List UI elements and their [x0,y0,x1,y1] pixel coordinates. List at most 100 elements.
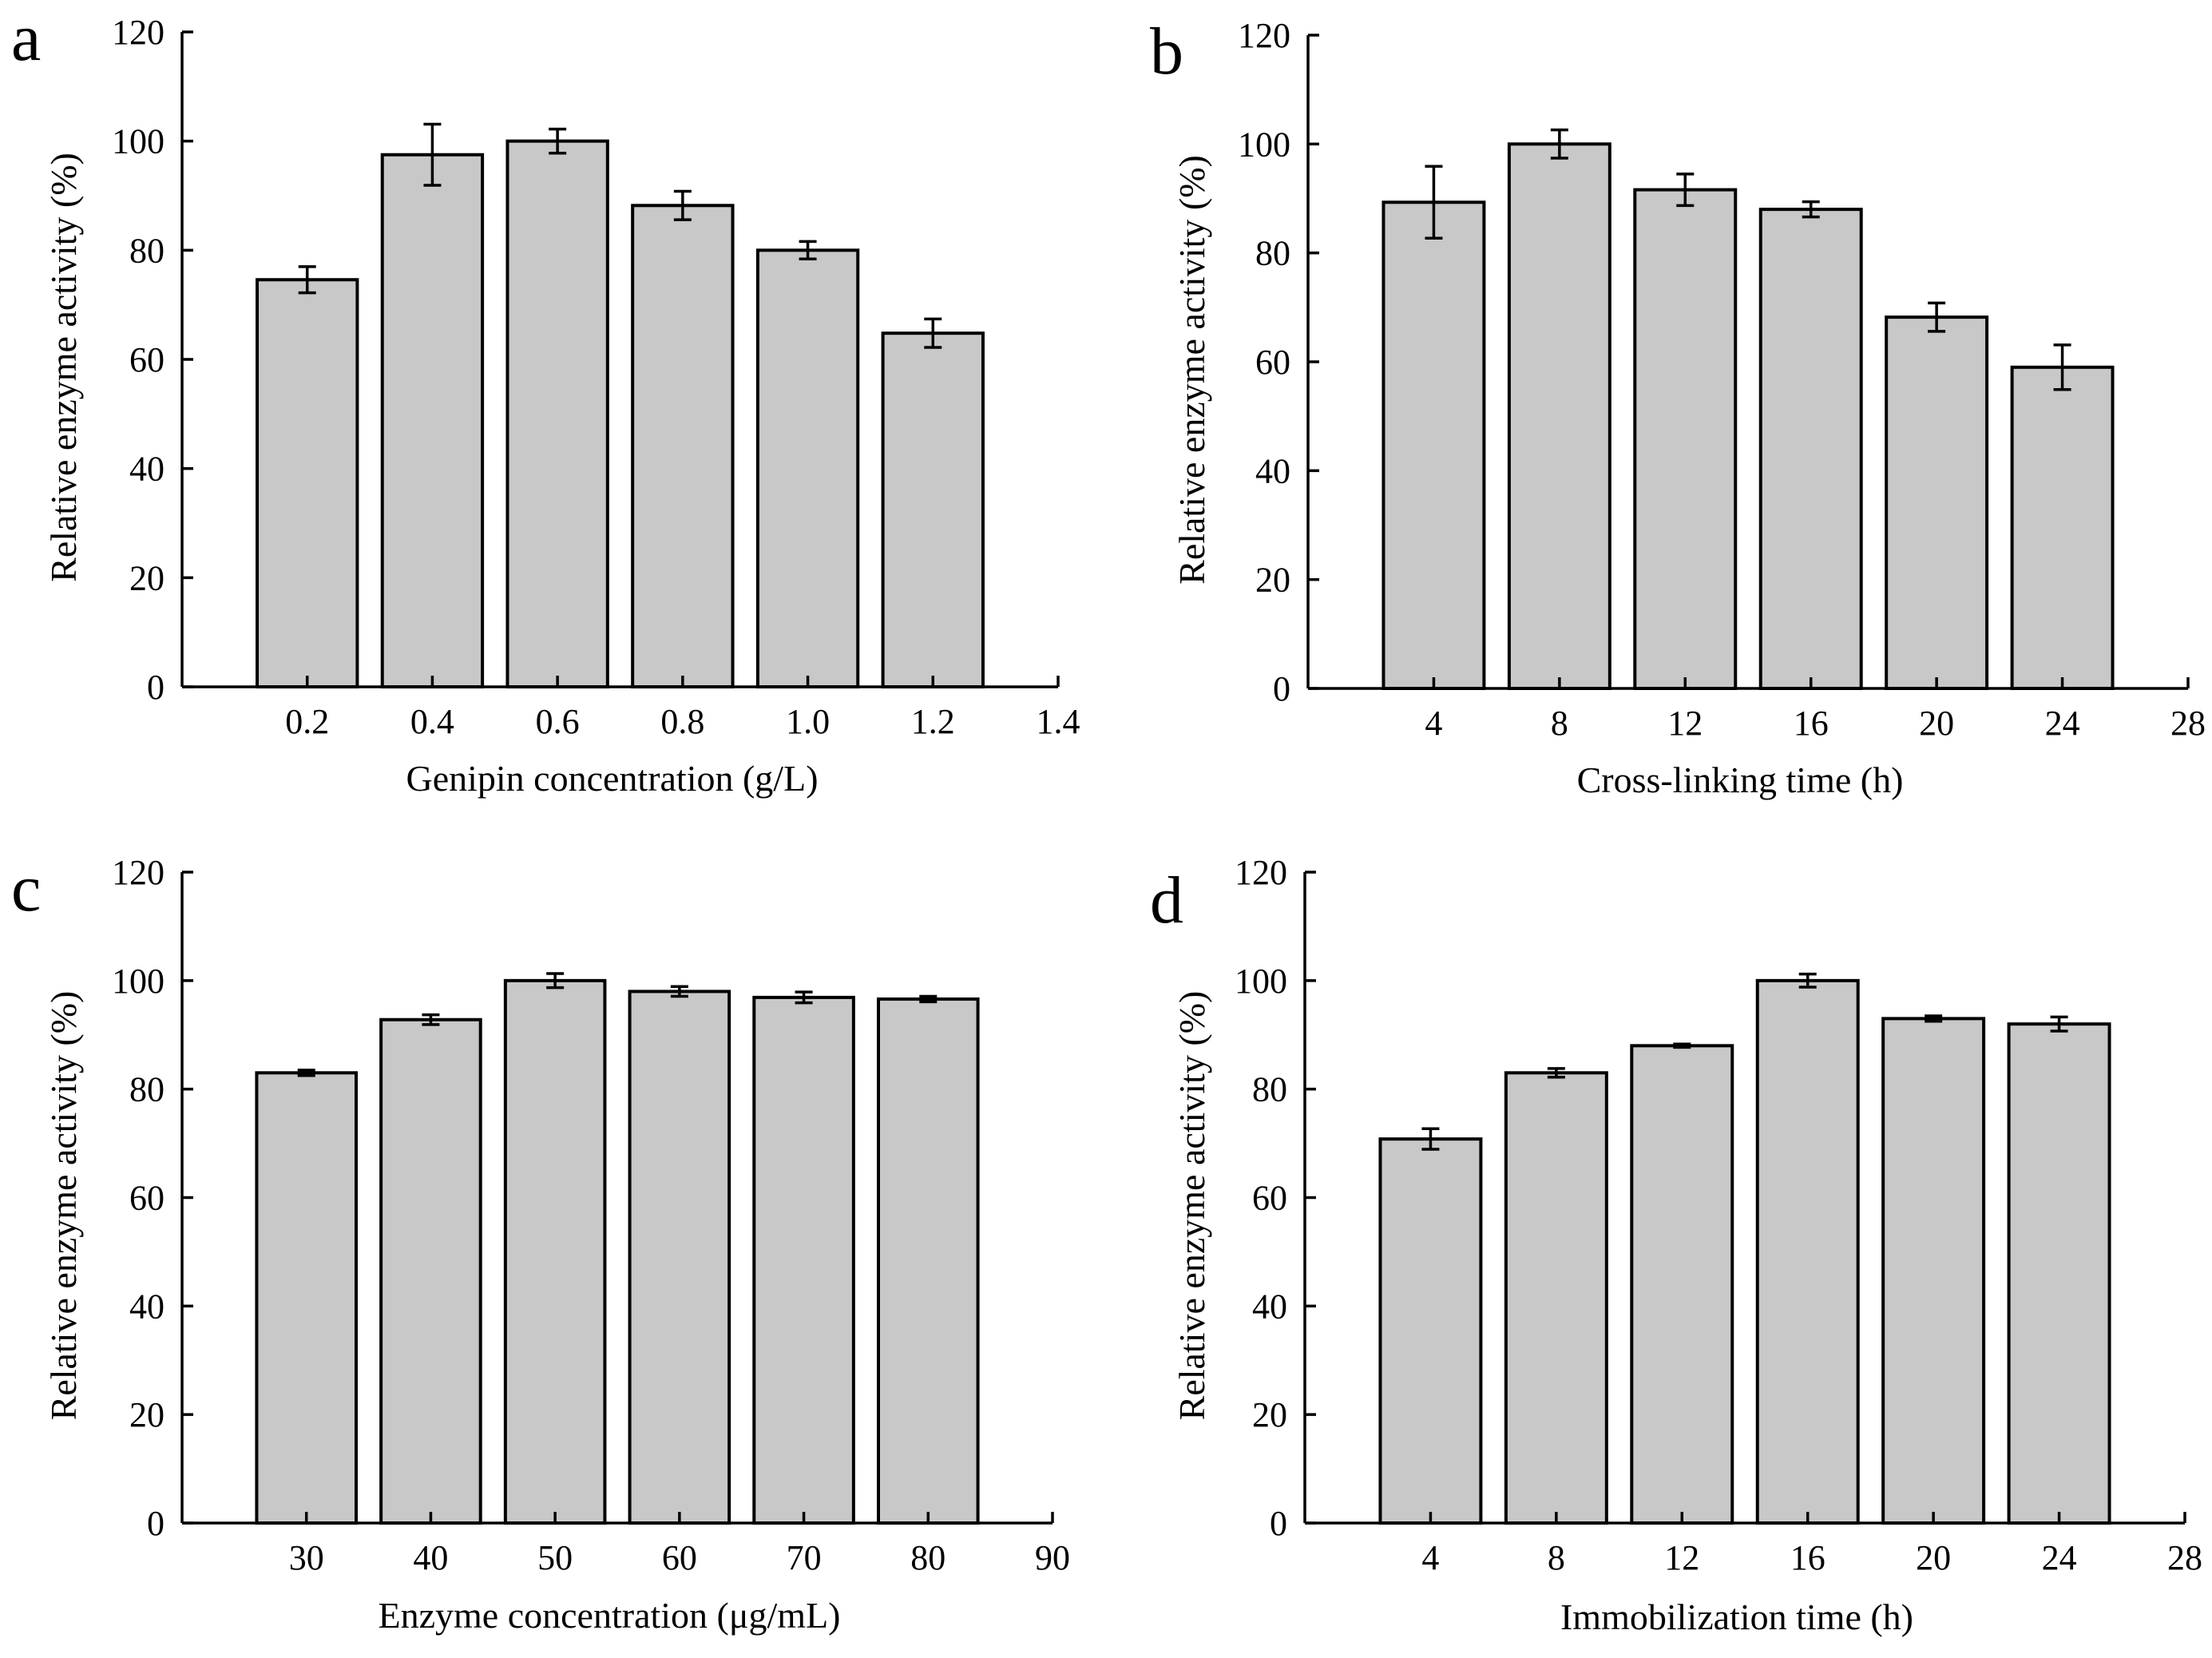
error-bar [297,1069,315,1077]
error-bar [924,317,942,349]
x-tick-label: 30 [289,1538,324,1577]
x-tick-label: 8 [1551,704,1568,743]
bar [1504,1071,1608,1525]
y-tick-label: 20 [129,558,165,597]
y-tick-label: 0 [1270,1504,1287,1543]
bar [1755,978,1860,1525]
error-bar [919,994,938,1004]
y-tick-label: 0 [147,668,165,707]
x-axis-title: Immobilization time (h) [1560,1597,1913,1637]
bar [256,278,359,688]
bar [1885,315,1989,690]
x-tick-label: 70 [787,1538,822,1577]
panel-letter: b [1150,14,1183,89]
y-tick-label: 120 [1235,853,1287,892]
y-tick-label: 80 [129,231,165,270]
x-tick-label: 50 [537,1538,573,1577]
y-tick-label: 80 [1252,1070,1287,1109]
error-bar [549,127,567,155]
x-tick-label: 0.2 [285,702,329,741]
error-bar [1673,1042,1691,1049]
panel-d: d 0 20 40 60 80 100 120 4 8 12 16 20 24 28 Immobilizati… [1150,853,2202,1637]
panel-c: c 0 20 40 60 80 100 120 30 40 50 60 70 80 90 Enzyme con… [11,851,1070,1636]
y-axis-title: Relative enzyme activity (%) [43,991,84,1421]
bar [505,139,609,688]
bar [1378,1137,1483,1525]
x-tick-label: 80 [910,1538,945,1577]
error-bar [1802,200,1820,219]
x-tick-label: 16 [1794,704,1829,743]
y-tick-label: 80 [1255,234,1290,273]
x-tick-label: 0.6 [536,702,580,741]
x-tick-label: 0.8 [660,702,704,741]
x-tick-label: 4 [1425,704,1442,743]
panel-letter: a [11,1,41,75]
bar [503,978,607,1525]
y-tick-label: 40 [1255,451,1290,490]
y-tick-label: 100 [112,962,165,1001]
x-tick-label: 1.4 [1037,702,1080,741]
y-tick-label: 60 [1252,1179,1287,1218]
y-axis-title: Relative enzyme activity (%) [1171,155,1212,585]
y-tick-label: 60 [129,1179,165,1218]
x-tick-label: 0.4 [410,702,454,741]
error-bar [1550,128,1568,160]
bar [1633,188,1738,691]
panel-letter: d [1150,863,1183,938]
error-bar [1425,165,1443,240]
error-bar [795,990,813,1005]
x-tick-label: 28 [2167,1538,2202,1577]
error-bar [1798,972,1817,989]
y-tick-label: 20 [129,1395,165,1434]
error-bar [298,265,316,295]
x-axis-title: Enzyme concentration (μg/mL) [379,1595,841,1636]
panel-a: a 0 20 40 60 80 100 120 0.2 0.4 0.6 0.8 1.0 1.2 1.4 Gen… [11,1,1080,799]
x-tick-label: 12 [1667,704,1703,743]
x-tick-label: 20 [1916,1538,1951,1577]
bar [1881,1017,1986,1525]
y-axis-title: Relative enzyme activity (%) [43,153,84,582]
error-bar [546,972,565,990]
error-bar [799,240,817,261]
bar [755,248,860,689]
bar [1630,1044,1734,1525]
y-tick-label: 40 [1252,1287,1287,1326]
bar [2007,1022,2111,1525]
error-bar [1421,1127,1440,1151]
panel-letter: c [11,851,41,926]
bar [628,990,731,1525]
y-tick-label: 120 [1238,16,1290,55]
error-bar [673,189,692,221]
x-tick-label: 1.0 [786,702,830,741]
y-tick-label: 100 [1238,125,1290,164]
x-tick-label: 16 [1790,1538,1825,1577]
y-tick-label: 120 [112,853,165,892]
bar [631,204,735,688]
error-bar [1547,1067,1565,1079]
bar [752,995,855,1525]
bar [1507,142,1611,691]
error-bar [423,122,442,187]
bar [379,1017,482,1525]
x-axis-title: Cross-linking time (h) [1577,760,1904,800]
x-axis-title: Genipin concentration (g/L) [406,758,818,799]
x-tick-label: 24 [2042,1538,2077,1577]
bar [881,331,985,688]
y-tick-label: 0 [147,1504,165,1543]
x-tick-label: 90 [1035,1538,1070,1577]
error-bar [2053,343,2071,391]
bar [255,1071,358,1525]
x-tick-label: 24 [2045,704,2080,743]
panel-b: b 0 20 40 60 80 100 120 4 8 12 16 20 24 28 Cross-linkin… [1150,14,2206,800]
error-bar [1676,173,1695,208]
bar [2010,365,2115,690]
y-tick-label: 120 [112,13,165,52]
x-tick-label: 1.2 [911,702,955,741]
x-tick-label: 40 [413,1538,448,1577]
y-tick-label: 80 [129,1070,165,1109]
error-bar [670,985,688,998]
y-tick-label: 0 [1273,669,1290,708]
error-bar [1928,301,1946,333]
x-tick-label: 12 [1664,1538,1699,1577]
